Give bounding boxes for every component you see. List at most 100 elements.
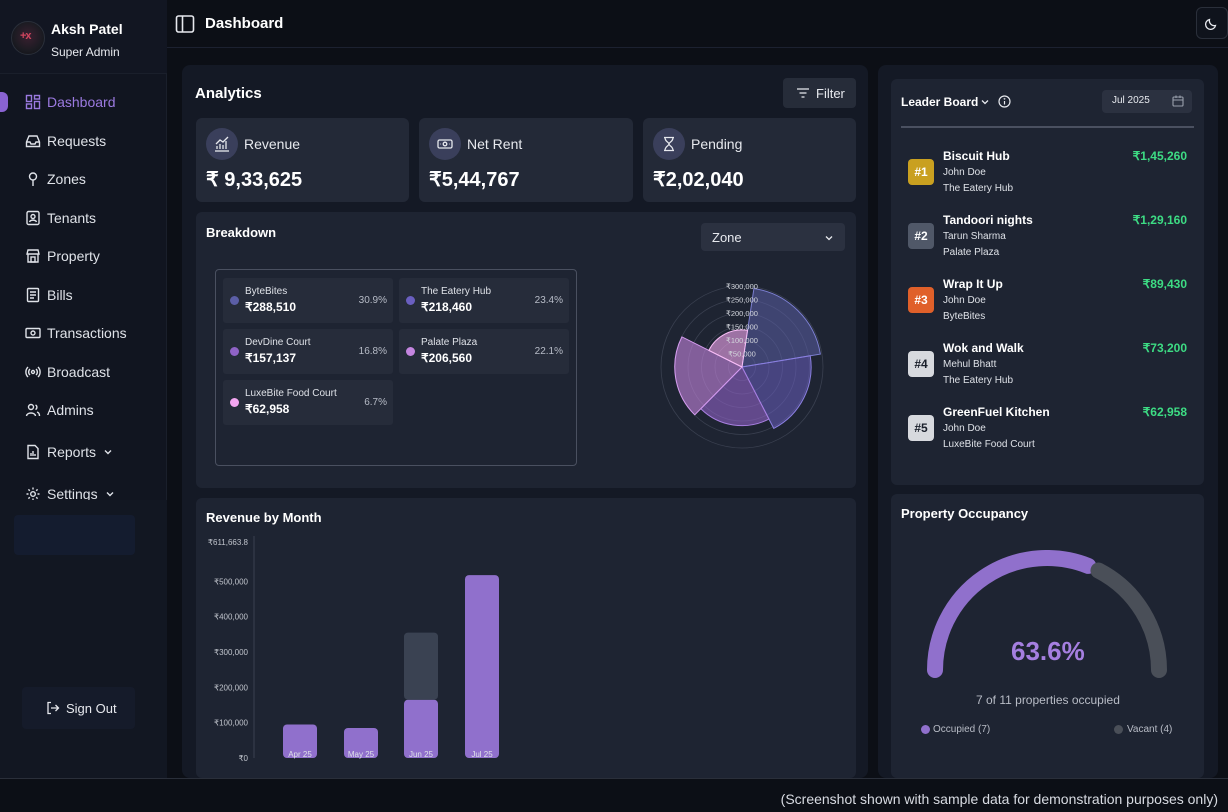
month-picker-value: Jul 2025	[1112, 95, 1150, 106]
legend-item[interactable]: ByteBites ₹288,510 30.9%	[223, 278, 393, 323]
legend-value: ₹218,460	[421, 300, 473, 314]
sidebar-item-label: Property	[47, 248, 100, 264]
legend-dot	[230, 296, 239, 305]
sidebar-item-settings[interactable]: Settings	[0, 478, 167, 510]
polar-slice[interactable]	[674, 336, 743, 416]
sidebar-item-label: Dashboard	[47, 94, 116, 110]
polar-area-chart: ₹300,000 ₹250,000 ₹200,000 ₹150,000 ₹100,000…	[660, 282, 824, 449]
page-title: Dashboard	[205, 15, 284, 32]
stat-card-net-rent: Net Rent ₹5,44,767	[419, 118, 633, 202]
sidebar-item-label: Broadcast	[47, 364, 111, 380]
polar-slice[interactable]	[708, 329, 749, 368]
vacant-legend-label: Vacant (4)	[1127, 724, 1173, 735]
chevron-down-icon	[106, 492, 114, 497]
rank-badge: #4	[908, 351, 934, 377]
sidebar-placeholder	[14, 515, 135, 555]
sidebar-item-label: Tenants	[47, 210, 97, 226]
legend-item[interactable]: Palate Plaza ₹206,560 22.1%	[399, 329, 569, 374]
map-pin-icon	[28, 172, 38, 186]
polar-slice[interactable]	[700, 366, 770, 427]
leaderboard-card	[891, 79, 1204, 485]
breakdown-legend	[215, 269, 577, 466]
bar[interactable]	[283, 724, 317, 758]
leaderboard-row[interactable]: #3 Wrap It Up John Doe ByteBites ₹89,430	[901, 277, 1191, 337]
legend-name: LuxeBite Food Court	[245, 388, 337, 399]
polar-tick-label: ₹100,000	[726, 336, 758, 345]
sidebar-item-dashboard[interactable]: Dashboard	[0, 86, 167, 118]
legend-item[interactable]: The Eatery Hub ₹218,460 23.4%	[399, 278, 569, 323]
month-picker[interactable]: Jul 2025	[1102, 90, 1192, 113]
occupancy-percent: 63.6%	[1011, 636, 1085, 666]
sidebar-item-zones[interactable]: Zones	[0, 163, 167, 195]
y-tick-label: ₹500,000	[214, 577, 249, 586]
legend-name: Palate Plaza	[421, 337, 478, 348]
occupancy-subtitle: 7 of 11 properties occupied	[976, 693, 1120, 707]
owner-name: John Doe	[943, 295, 986, 306]
sidebar-item-transactions[interactable]: Transactions	[0, 317, 167, 349]
occupied-legend-dot	[921, 725, 930, 734]
restaurant-name: GreenFuel Kitchen	[943, 405, 1050, 419]
stat-value: ₹ 9,33,625	[206, 169, 303, 191]
sidebar-item-property[interactable]: Property	[0, 240, 167, 272]
legend-percent: 22.1%	[534, 346, 563, 357]
zone-name: The Eatery Hub	[943, 375, 1014, 386]
restaurant-name: Tandoori nights	[943, 213, 1033, 227]
leaderboard-row[interactable]: #1 Biscuit Hub John Doe The Eatery Hub ₹1,45…	[901, 149, 1191, 209]
occupancy-title: Property Occupancy	[901, 506, 1029, 521]
sidebar-item-label: Reports	[47, 444, 97, 460]
legend-percent: 30.9%	[358, 295, 387, 306]
legend-name: The Eatery Hub	[421, 286, 492, 297]
leaderboard-row[interactable]: #5 GreenFuel Kitchen John Doe LuxeBite Food…	[901, 405, 1191, 465]
sign-out-button[interactable]: Sign Out	[22, 687, 135, 729]
sidebar-item-tenants[interactable]: Tenants	[0, 202, 167, 234]
leaderboard-row[interactable]: #2 Tandoori nights Tarun Sharma Palate Plaz…	[901, 213, 1191, 273]
profile-block[interactable]: +x Aksh Patel Super Admin	[0, 0, 167, 74]
filter-label: Filter	[816, 86, 845, 101]
sidebar-item-admins[interactable]: Admins	[0, 394, 167, 426]
owner-name: Mehul Bhatt	[943, 359, 997, 370]
logout-icon	[47, 701, 60, 715]
occupancy-gauge	[927, 550, 1167, 678]
bar[interactable]	[404, 632, 438, 700]
polar-slice[interactable]	[741, 355, 812, 430]
sidebar-toggle-icon[interactable]	[173, 12, 197, 36]
legend-item[interactable]: LuxeBite Food Court ₹62,958 6.7%	[223, 380, 393, 425]
restaurant-name: Biscuit Hub	[943, 149, 1010, 163]
zone-select[interactable]: Zone	[701, 223, 845, 251]
leaderboard-row[interactable]: #4 Wok and Walk Mehul Bhatt The Eatery Hub ₹…	[901, 341, 1191, 401]
analytics-title: Analytics	[195, 85, 262, 102]
sidebar-item-label: Zones	[47, 171, 86, 187]
footer: (Screenshot shown with sample data for d…	[0, 778, 1228, 812]
leaderboard-title[interactable]: Leader Board	[901, 95, 979, 109]
gear-icon	[26, 487, 40, 501]
sidebar-item-label: Settings	[47, 486, 98, 502]
rank-badge: #1	[908, 159, 934, 185]
revenue-amount: ₹62,958	[1142, 405, 1187, 419]
sidebar-item-broadcast[interactable]: Broadcast	[0, 356, 167, 388]
polar-slice[interactable]	[741, 287, 821, 368]
legend-item[interactable]: DevDine Court ₹157,137 16.8%	[223, 329, 393, 374]
bar[interactable]	[404, 699, 438, 758]
polar-tick-label: ₹200,000	[726, 309, 758, 318]
gauge-occupied-arc	[927, 550, 1097, 678]
filter-icon	[797, 88, 809, 98]
sidebar-item-bills[interactable]: Bills	[0, 279, 167, 311]
occupied-legend-label: Occupied (7)	[933, 724, 991, 735]
bar[interactable]	[344, 727, 378, 758]
legend-percent: 23.4%	[534, 295, 563, 306]
sidebar-item-reports[interactable]: Reports	[0, 436, 167, 468]
theme-toggle-button[interactable]	[1196, 7, 1228, 39]
file-chart-icon	[27, 444, 39, 460]
revenue-bar-chart: ₹0 ₹100,000 ₹200,000 ₹300,000 ₹400,000 ₹500,0…	[208, 536, 499, 763]
info-icon[interactable]	[998, 95, 1011, 108]
cash-icon	[437, 139, 453, 149]
filter-button[interactable]: Filter	[783, 78, 856, 108]
user-role: Super Admin	[51, 45, 120, 59]
chevron-down-icon	[104, 450, 112, 455]
sign-out-label: Sign Out	[66, 701, 117, 716]
bar[interactable]	[465, 575, 499, 758]
polar-grid-ring	[660, 285, 824, 449]
chevron-down-icon[interactable]	[980, 97, 990, 107]
gauge-vacant-arc	[1090, 562, 1167, 678]
sidebar-item-requests[interactable]: Requests	[0, 125, 167, 157]
